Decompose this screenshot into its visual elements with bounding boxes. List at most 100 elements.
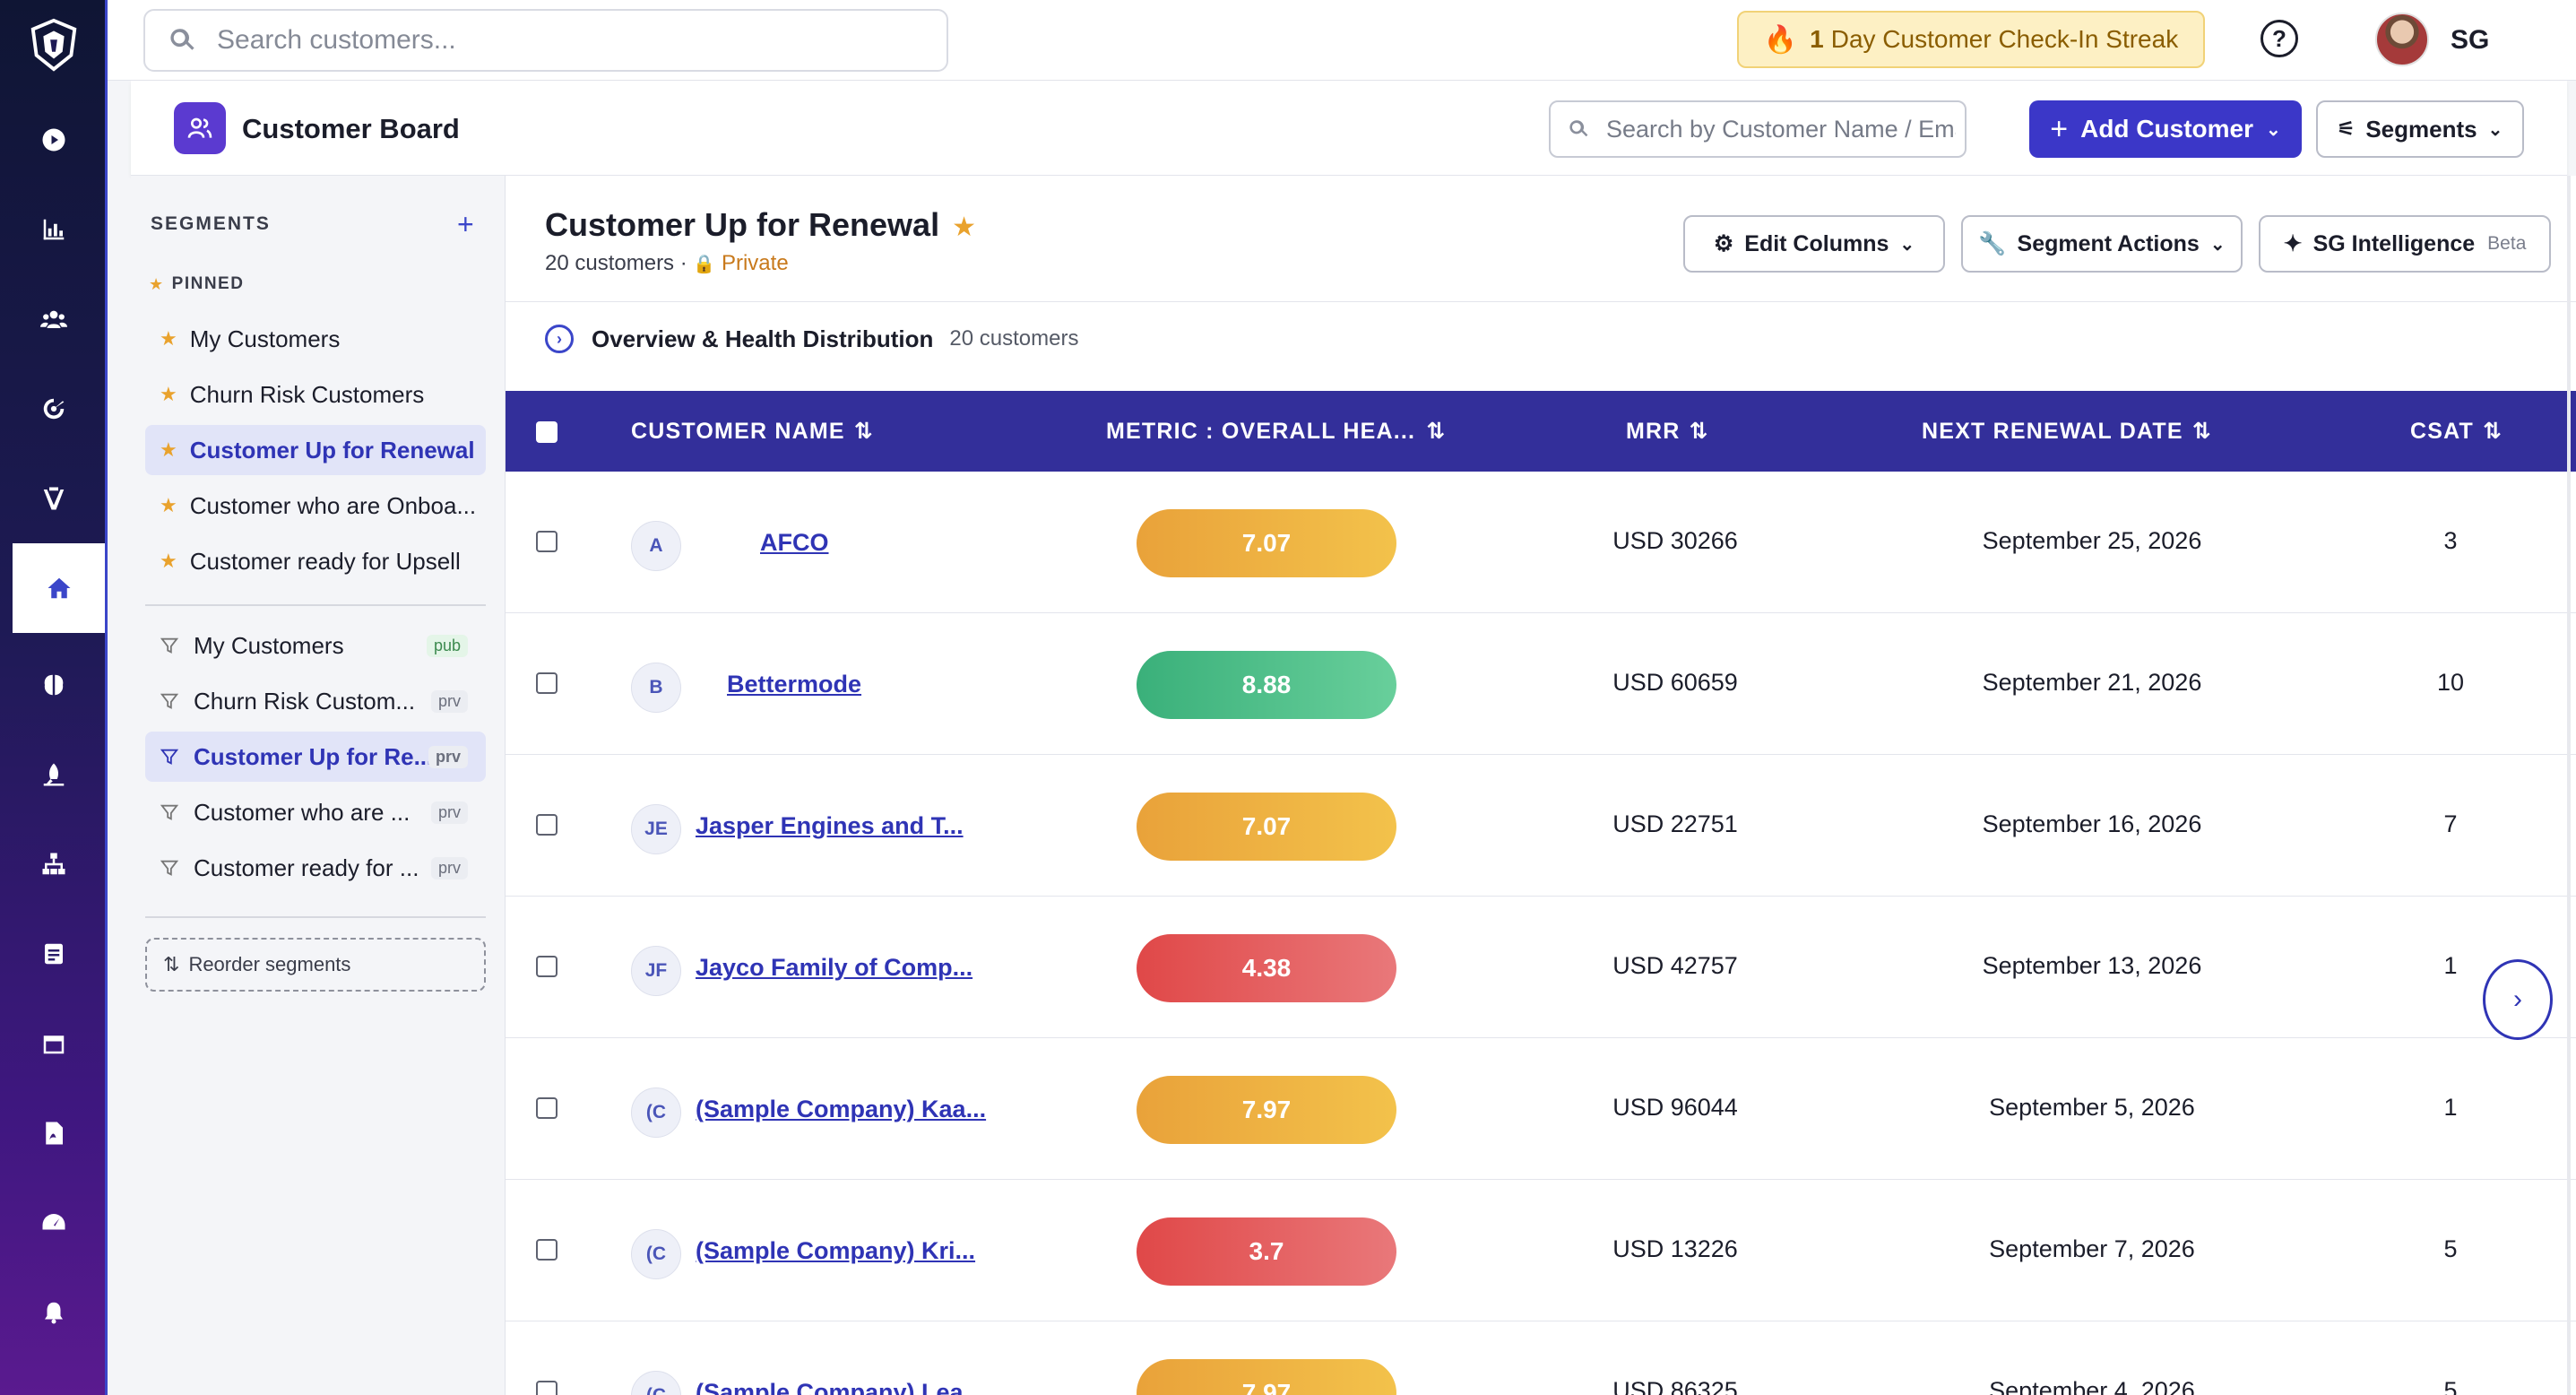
brain-icon[interactable] xyxy=(0,640,108,730)
filter-icon xyxy=(160,804,179,820)
star-icon[interactable]: ★ xyxy=(952,212,976,242)
star-icon: ★ xyxy=(160,438,177,461)
customer-initials-badge: A xyxy=(631,521,681,571)
customer-count: 20 customers · xyxy=(545,251,687,275)
edit-columns-button[interactable]: ⚙ Edit Columns ⌄ xyxy=(1683,215,1945,273)
check-in-streak-banner[interactable]: 🔥 1 Day Customer Check-In Streak xyxy=(1737,11,2205,68)
table-row[interactable]: A AFCO 7.07 USD 30266 September 25, 2026… xyxy=(506,472,2576,613)
table-row[interactable]: (C (Sample Company) Kri... 3.7 USD 13226… xyxy=(506,1180,2576,1321)
users-group-icon[interactable] xyxy=(0,274,108,364)
hierarchy-icon[interactable] xyxy=(0,819,108,909)
row-checkbox[interactable] xyxy=(536,814,558,836)
chevron-right-circle-icon: › xyxy=(545,325,574,353)
sliders-icon: ⚟ xyxy=(2337,117,2356,140)
bell-icon[interactable] xyxy=(0,1268,108,1357)
star-icon: ★ xyxy=(160,550,177,572)
logo-shield-icon[interactable] xyxy=(20,16,88,74)
table-row[interactable]: JE Jasper Engines and T... 7.07 USD 2275… xyxy=(506,755,2576,897)
customer-name-link[interactable]: Bettermode xyxy=(727,671,862,698)
header-label: CSAT xyxy=(2410,418,2474,444)
customer-name-link[interactable]: Jasper Engines and T... xyxy=(696,812,964,839)
customer-name-link[interactable]: Jayco Family of Comp... xyxy=(696,954,973,981)
row-checkbox[interactable] xyxy=(536,956,558,977)
pinned-segment-item[interactable]: ★ Churn Risk Customers xyxy=(145,369,486,420)
health-score-pill: 3.7 xyxy=(1137,1217,1396,1286)
table-row[interactable]: (C (Sample Company) Lea... 7.97 USD 8632… xyxy=(506,1321,2576,1395)
row-checkbox[interactable] xyxy=(536,1381,558,1395)
segments-button[interactable]: ⚟ Segments ⌄ xyxy=(2316,100,2524,158)
customer-search-input[interactable] xyxy=(1606,115,1956,143)
add-customer-button[interactable]: + Add Customer ⌄ xyxy=(2029,100,2302,158)
customer-search[interactable] xyxy=(1549,100,1967,158)
user-avatar[interactable] xyxy=(2375,13,2429,66)
segment-item-active[interactable]: Customer Up for Re... prv xyxy=(145,732,486,782)
segment-label: Customer ready for ... xyxy=(194,853,419,881)
renewal-date-cell: September 16, 2026 xyxy=(1982,810,2202,837)
segment-actions-label: Segment Actions xyxy=(2017,230,2200,256)
user-initials[interactable]: SG xyxy=(2451,25,2490,55)
row-checkbox[interactable] xyxy=(536,672,558,694)
segment-actions-button[interactable]: 🔧 Segment Actions ⌄ xyxy=(1961,215,2243,273)
home-icon[interactable] xyxy=(13,543,106,633)
beta-badge: Beta xyxy=(2487,233,2527,254)
segment-label: My Customers xyxy=(189,325,341,352)
sg-intelligence-button[interactable]: ✦ SG Intelligence Beta xyxy=(2259,215,2551,273)
customer-name-link[interactable]: (Sample Company) Kri... xyxy=(696,1237,976,1264)
reorder-segments-button[interactable]: ⇅ Reorder segments xyxy=(145,938,486,992)
column-customer-name[interactable]: CUSTOMER NAME ⇅ xyxy=(631,391,874,472)
wrench-icon: 🔧 xyxy=(1978,230,2007,256)
table-row[interactable]: JF Jayco Family of Comp... 4.38 USD 4275… xyxy=(506,897,2576,1038)
pinned-segment-item[interactable]: ★ Customer who are Onboa... xyxy=(145,481,486,531)
segment-item[interactable]: My Customers pub xyxy=(145,620,486,671)
table-row[interactable]: (C (Sample Company) Kaa... 7.97 USD 9604… xyxy=(506,1038,2576,1180)
fire-icon: 🔥 xyxy=(1763,24,1798,55)
search-icon xyxy=(1569,120,1588,137)
customer-name-link[interactable]: (Sample Company) Lea... xyxy=(696,1379,984,1395)
global-search[interactable] xyxy=(143,9,948,72)
column-csat[interactable]: CSAT ⇅ xyxy=(2410,391,2503,472)
filter-icon xyxy=(160,637,179,654)
calendar-icon[interactable] xyxy=(0,999,108,1088)
divider xyxy=(145,604,486,606)
pinned-segment-item[interactable]: ★ My Customers xyxy=(145,314,486,364)
vertical-scrollbar[interactable] xyxy=(2567,176,2571,1395)
mrr-cell: USD 96044 xyxy=(1612,1094,1738,1121)
mrr-cell: USD 60659 xyxy=(1612,669,1738,696)
add-segment-button[interactable]: + xyxy=(457,208,474,240)
customer-name-link[interactable]: AFCO xyxy=(760,529,829,556)
top-bar: 🔥 1 Day Customer Check-In Streak ? SG xyxy=(108,0,2576,81)
document-icon[interactable] xyxy=(0,909,108,999)
health-score-pill: 4.38 xyxy=(1137,934,1396,1002)
star-icon: ★ xyxy=(149,274,165,293)
radar-icon[interactable] xyxy=(0,364,108,454)
row-checkbox[interactable] xyxy=(536,1097,558,1119)
select-all-checkbox[interactable] xyxy=(536,421,558,443)
funnel-icon[interactable] xyxy=(0,454,108,543)
renewal-date-cell: September 4, 2026 xyxy=(1989,1377,2195,1395)
column-renewal-date[interactable]: NEXT RENEWAL DATE ⇅ xyxy=(1922,391,2212,472)
pdf-icon[interactable] xyxy=(0,1088,108,1178)
play-circle-icon[interactable] xyxy=(0,95,108,185)
chevron-right-icon: › xyxy=(2513,984,2522,1014)
gauge-icon[interactable] xyxy=(0,1178,108,1268)
segment-item[interactable]: Customer ready for ... prv xyxy=(145,843,486,893)
column-health[interactable]: METRIC : OVERALL HEA... ⇅ xyxy=(1106,391,1446,472)
overview-toggle[interactable]: › Overview & Health Distribution 20 cust… xyxy=(545,325,1078,353)
row-checkbox[interactable] xyxy=(536,1239,558,1261)
table-row[interactable]: B Bettermode 8.88 USD 60659 September 21… xyxy=(506,613,2576,755)
rocket-icon[interactable] xyxy=(0,730,108,819)
csat-cell: 1 xyxy=(2443,1094,2458,1121)
row-checkbox[interactable] xyxy=(536,531,558,552)
health-score-pill: 8.88 xyxy=(1137,651,1396,719)
segment-item[interactable]: Customer who are ... prv xyxy=(145,787,486,837)
pinned-segment-item-active[interactable]: ★ Customer Up for Renewal xyxy=(145,425,486,475)
pinned-segment-item[interactable]: ★ Customer ready for Upsell xyxy=(145,536,486,586)
search-icon xyxy=(170,29,194,50)
scroll-right-button[interactable]: › xyxy=(2483,959,2553,1040)
column-mrr[interactable]: MRR ⇅ xyxy=(1626,391,1709,472)
help-icon[interactable]: ? xyxy=(2260,20,2298,57)
segment-item[interactable]: Churn Risk Custom... prv xyxy=(145,676,486,726)
global-search-input[interactable] xyxy=(217,25,916,56)
customer-name-link[interactable]: (Sample Company) Kaa... xyxy=(696,1096,987,1122)
bar-chart-icon[interactable] xyxy=(0,185,108,274)
